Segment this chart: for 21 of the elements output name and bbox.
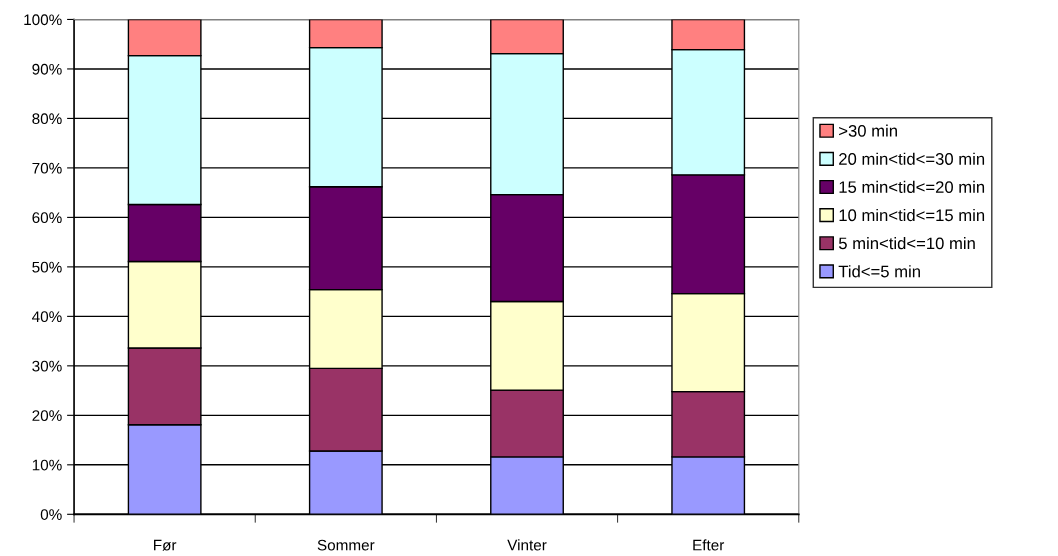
y-tick-label: 80% <box>32 113 62 125</box>
y-tick-label: 60% <box>32 212 62 224</box>
legend-label: 15 min<tid<=20 min <box>839 180 985 194</box>
legend-label: Tid<=5 min <box>838 265 920 278</box>
y-tick-label: 40% <box>32 311 62 323</box>
legend-label: 10 min<tid<=15 min <box>839 208 985 222</box>
y-tick-label: 10% <box>32 459 62 471</box>
x-tick-label: Før <box>154 539 177 551</box>
y-tick-label: 30% <box>32 360 62 372</box>
y-tick-label: 20% <box>32 410 62 422</box>
legend-label: 5 min<tid<=10 min <box>838 237 975 250</box>
y-tick-label: 90% <box>32 63 62 75</box>
x-tick-label: Vinter <box>507 539 547 551</box>
legend-label: >30 min <box>839 124 897 137</box>
y-tick-label: 50% <box>32 261 62 273</box>
y-tick-label: 70% <box>32 162 62 174</box>
x-tick-label: Sommer <box>317 539 375 551</box>
y-tick-label: 0% <box>40 509 62 520</box>
legend-label: 20 min<tid<=30 min <box>839 152 985 165</box>
x-tick-label: Efter <box>693 539 725 551</box>
y-tick-label: 100% <box>24 14 62 26</box>
